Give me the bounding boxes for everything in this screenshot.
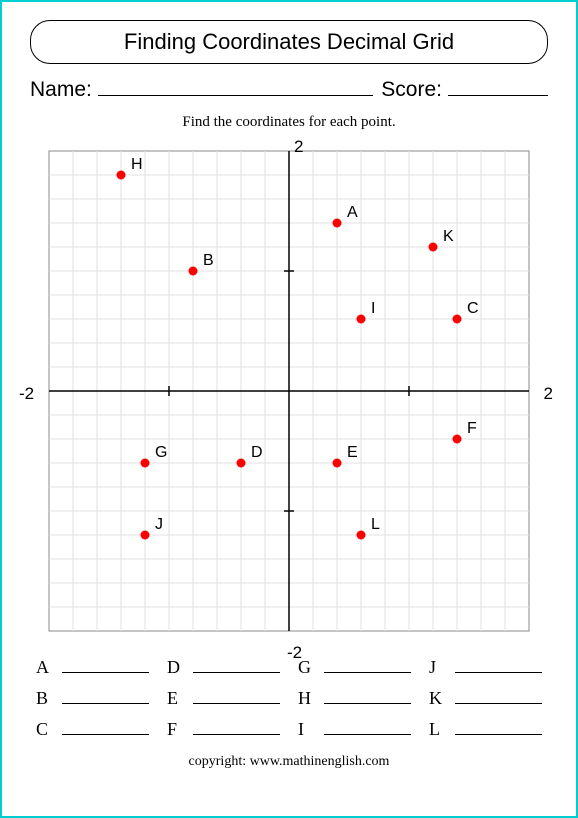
answer-letter: L xyxy=(429,719,449,740)
answer-blank-b[interactable] xyxy=(62,688,149,704)
point-j xyxy=(141,531,150,540)
answer-letter: D xyxy=(167,657,187,678)
point-g xyxy=(141,459,150,468)
axis-label-left: -2 xyxy=(19,384,34,404)
point-e xyxy=(333,459,342,468)
point-label-l: L xyxy=(371,516,380,533)
answer-blank-c[interactable] xyxy=(62,719,149,735)
answer-item-c: C xyxy=(36,719,149,740)
point-d xyxy=(237,459,246,468)
point-f xyxy=(453,435,462,444)
copyright-text: copyright: www.mathinenglish.com xyxy=(30,754,548,770)
answer-blank-j[interactable] xyxy=(455,657,542,673)
answer-item-l: L xyxy=(429,719,542,740)
answer-blank-l[interactable] xyxy=(455,719,542,735)
name-label: Name: xyxy=(30,78,92,102)
answer-letter: C xyxy=(36,719,56,740)
answer-blank-f[interactable] xyxy=(193,719,280,735)
point-label-i: I xyxy=(371,300,375,317)
point-l xyxy=(357,531,366,540)
answer-item-k: K xyxy=(429,688,542,709)
answer-letter: H xyxy=(298,688,318,709)
point-k xyxy=(429,243,438,252)
answer-item-g: G xyxy=(298,657,411,678)
point-b xyxy=(189,267,198,276)
coordinate-grid: ABCDEFGHIJKL 2 -2 -2 2 xyxy=(39,141,539,641)
answer-letter: A xyxy=(36,657,56,678)
axis-label-right: 2 xyxy=(544,384,553,404)
point-label-a: A xyxy=(347,204,358,221)
answer-blank-d[interactable] xyxy=(193,657,280,673)
grid-svg: A B C D E F G H I J K L xyxy=(39,141,539,641)
answer-item-b: B xyxy=(36,688,149,709)
name-score-row: Name: Score: xyxy=(30,78,548,102)
point-label-j: J xyxy=(155,516,163,533)
answer-item-i: I xyxy=(298,719,411,740)
point-label-g: G xyxy=(155,444,167,461)
answer-blank-h[interactable] xyxy=(324,688,411,704)
instructions-text: Find the coordinates for each point. xyxy=(30,114,548,131)
answer-blank-a[interactable] xyxy=(62,657,149,673)
point-label-k: K xyxy=(443,228,454,245)
answer-blank-i[interactable] xyxy=(324,719,411,735)
point-h xyxy=(117,171,126,180)
answer-letter: J xyxy=(429,657,449,678)
answer-letter: F xyxy=(167,719,187,740)
point-c xyxy=(453,315,462,324)
answer-grid: ABC DEF GHI JKL xyxy=(30,657,548,740)
axis-label-top: 2 xyxy=(294,137,303,157)
answer-letter: I xyxy=(298,719,318,740)
point-label-c: C xyxy=(467,300,479,317)
answer-blank-k[interactable] xyxy=(455,688,542,704)
name-input-line[interactable] xyxy=(98,78,373,96)
answer-blank-g[interactable] xyxy=(324,657,411,673)
answer-letter: K xyxy=(429,688,449,709)
point-label-f: F xyxy=(467,420,477,437)
score-input-line[interactable] xyxy=(448,78,548,96)
answer-item-j: J xyxy=(429,657,542,678)
axis-label-bottom: -2 xyxy=(287,643,302,663)
answer-item-d: D xyxy=(167,657,280,678)
point-a xyxy=(333,219,342,228)
score-label: Score: xyxy=(381,78,442,102)
answer-item-a: A xyxy=(36,657,149,678)
answer-letter: B xyxy=(36,688,56,709)
answer-letter: E xyxy=(167,688,187,709)
point-label-b: B xyxy=(203,252,214,269)
answer-blank-e[interactable] xyxy=(193,688,280,704)
worksheet-title: Finding Coordinates Decimal Grid xyxy=(124,29,454,54)
point-label-h: H xyxy=(131,156,143,173)
point-i xyxy=(357,315,366,324)
point-label-d: D xyxy=(251,444,263,461)
answer-item-e: E xyxy=(167,688,280,709)
worksheet-title-box: Finding Coordinates Decimal Grid xyxy=(30,20,548,64)
point-label-e: E xyxy=(347,444,358,461)
answer-item-f: F xyxy=(167,719,280,740)
answer-item-h: H xyxy=(298,688,411,709)
